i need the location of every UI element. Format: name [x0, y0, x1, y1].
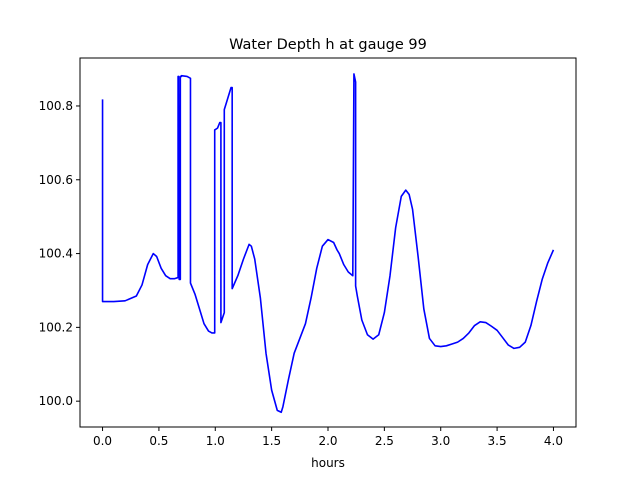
x-tick-label: 0.0 — [93, 434, 112, 448]
x-tick-label: 2.5 — [375, 434, 394, 448]
x-axis-label: hours — [311, 456, 345, 470]
y-tick-label: 100.4 — [39, 247, 73, 261]
x-tick-label: 1.0 — [206, 434, 225, 448]
x-tick-label: 2.0 — [318, 434, 337, 448]
y-tick-label: 100.0 — [39, 394, 73, 408]
chart-title: Water Depth h at gauge 99 — [229, 37, 427, 53]
y-axis: 100.0 100.2 100.4 100.6 100.8 — [39, 99, 80, 408]
x-tick-label: 1.5 — [262, 434, 281, 448]
x-tick-label: 4.0 — [544, 434, 563, 448]
x-axis: 0.0 0.5 1.0 1.5 2.0 2.5 3.0 3.5 4.0 — [93, 427, 563, 448]
x-tick-label: 3.5 — [488, 434, 507, 448]
plot-area — [101, 73, 555, 414]
y-tick-label: 100.2 — [39, 320, 73, 334]
x-tick-label: 3.0 — [431, 434, 450, 448]
y-tick-label: 100.6 — [39, 173, 73, 187]
series-line — [101, 73, 555, 414]
y-tick-label: 100.8 — [39, 99, 73, 113]
x-tick-label: 0.5 — [149, 434, 168, 448]
